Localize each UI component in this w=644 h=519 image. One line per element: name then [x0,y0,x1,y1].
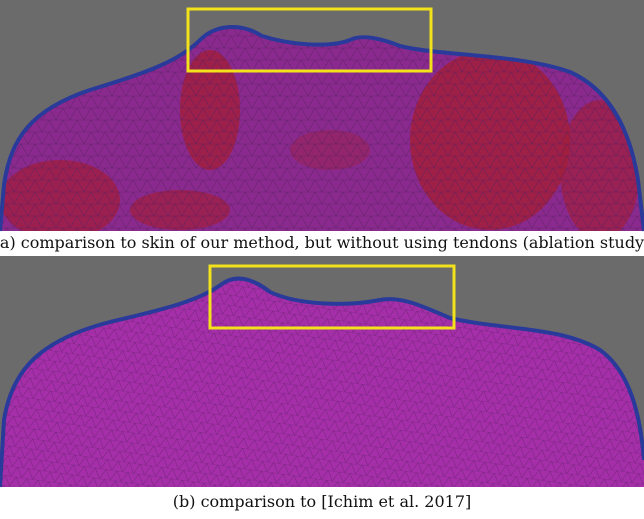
caption: (b) comparison to [Ichim et al. 2017] [173,492,471,511]
caption: (a) comparison to skin of our method, bu… [0,233,644,252]
figure: (a) comparison to skin of our method, bu… [0,0,644,519]
